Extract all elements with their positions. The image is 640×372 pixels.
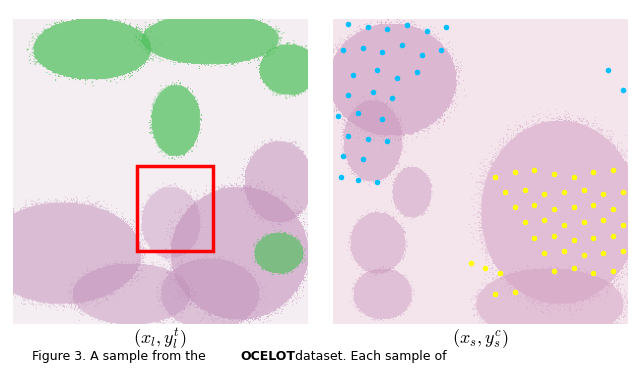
Text: $(x_l, y_l^t)$: $(x_l, y_l^t)$ — [133, 326, 187, 351]
Text: Figure 3. A sample from the: Figure 3. A sample from the — [32, 350, 210, 363]
Text: OCELOT: OCELOT — [240, 350, 295, 363]
Bar — [137, 166, 214, 251]
Text: dataset. Each sample of: dataset. Each sample of — [291, 350, 447, 363]
Text: $(x_s, y_s^c)$: $(x_s, y_s^c)$ — [452, 327, 508, 350]
